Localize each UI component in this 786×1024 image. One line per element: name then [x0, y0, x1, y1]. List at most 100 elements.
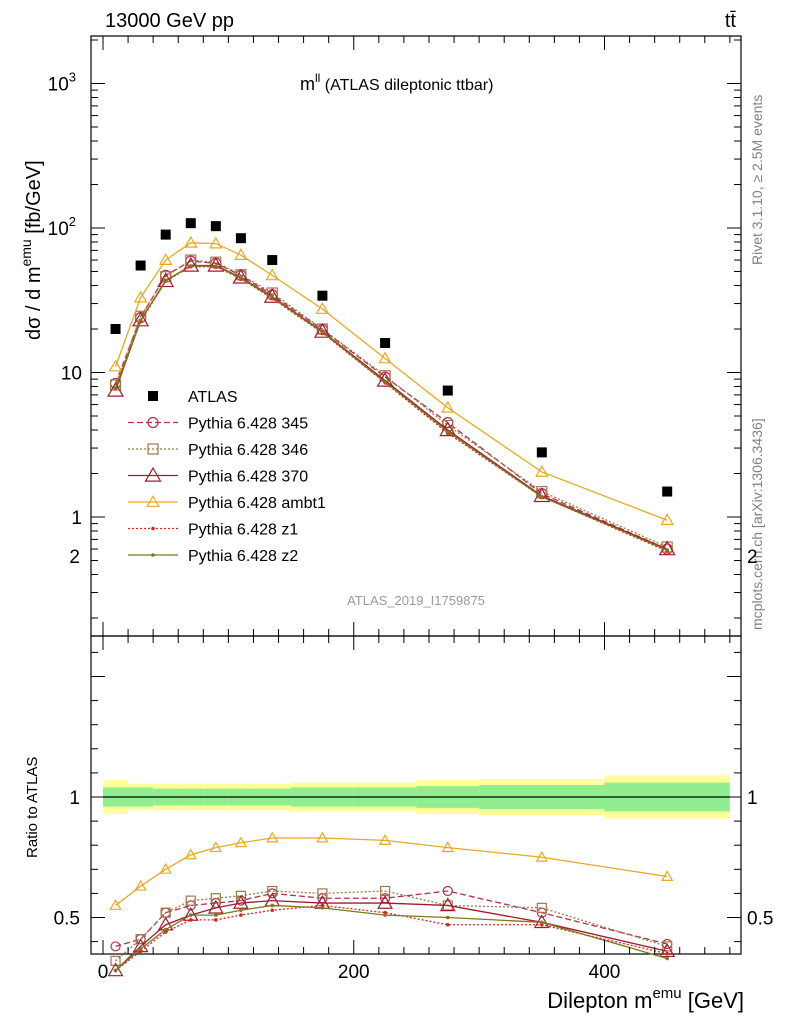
ratio-series-point: [383, 913, 387, 917]
plot-frames: [90, 35, 742, 955]
legend-marker: [147, 416, 159, 429]
main-series-point: [207, 256, 225, 272]
main-series-point: [234, 248, 248, 260]
ratio-series-point: [377, 894, 394, 909]
data-point: [210, 221, 221, 232]
main-series-line: [114, 242, 668, 521]
ratio-series-point: [159, 862, 172, 874]
legend: ATLAS Pythia 6.428 345 Pythia 6.428 346 Pyt…: [128, 389, 326, 565]
legend-label: Pythia 6.428 ambt1: [188, 495, 326, 512]
ratio-series-point: [134, 879, 147, 891]
legend-marker: [151, 526, 155, 531]
ratio-frame: [90, 635, 742, 955]
ratio-series-point: [163, 927, 168, 932]
ratio-series-point: [270, 903, 275, 908]
main-series-point: [182, 256, 200, 272]
ratio-series-point: [316, 831, 329, 843]
main-series-line: [114, 259, 668, 548]
main-series-point: [138, 318, 143, 323]
ratio-series-line: [115, 904, 668, 972]
ratio-series-point: [270, 908, 275, 913]
y-main-tick-label: 102: [48, 214, 76, 240]
data-point: [135, 260, 146, 271]
ratio-series-point: [214, 918, 218, 922]
main-series-line: [114, 265, 668, 551]
ratio-series-point: [188, 918, 193, 922]
main-series-point: [270, 295, 275, 300]
y-axis-label-ratio: Ratio to ATLAS: [24, 757, 41, 858]
main-series-point: [265, 268, 280, 281]
legend-label: Pythia 6.428 z2: [188, 548, 298, 565]
ratio-series-point: [210, 893, 221, 904]
ratio-series-point: [378, 833, 392, 845]
ratio-series-point: [185, 895, 196, 906]
main-series-point: [132, 311, 150, 327]
y-ratio-tick-label-right: 2: [747, 547, 758, 568]
ratio-series-point: [239, 913, 243, 917]
legend-label: Pythia 6.428 370: [188, 469, 308, 486]
rivet-label: Rivet 3.1.10, ≥ 2.5M events: [749, 95, 765, 265]
y-ratio-tick-label-right: 0.5: [747, 909, 773, 930]
ratio-series-line: [115, 837, 668, 906]
legend-marker: [147, 443, 159, 455]
ratio-series-point: [317, 888, 328, 899]
ratio-series-point: [214, 913, 218, 917]
x-tick-label: 0: [98, 962, 109, 983]
y-axis-label-main: dσ / d memu [fb/GeV]: [18, 160, 45, 340]
ratio-series-point: [267, 885, 278, 897]
source-label: mcplots.cern.ch [arXiv:1306.3436]: [749, 418, 765, 630]
ratio-series-point: [184, 848, 197, 860]
main-series-point: [315, 302, 330, 314]
data-point: [160, 229, 171, 240]
main-series-point: [183, 235, 198, 248]
data-point: [317, 290, 328, 301]
main-series-point: [378, 351, 392, 364]
ratio-series-point: [659, 943, 676, 958]
legend-label: Pythia 6.428 345: [188, 416, 308, 433]
ratio-series-point: [445, 915, 450, 920]
main-title: mll (ATLAS dileptonic ttbar): [300, 71, 493, 94]
main-series-point: [113, 386, 118, 390]
legend-marker: [146, 495, 160, 507]
ratio-series-point: [445, 922, 450, 927]
y-ratio-tick-label-left: 1: [69, 788, 80, 809]
ratio-series-point: [660, 870, 674, 882]
ratio-series-point: [533, 914, 550, 929]
main-series-point: [445, 429, 450, 434]
ratio-series-point: [110, 941, 121, 952]
main-series-point: [209, 236, 223, 249]
ratio-series-point: [439, 897, 456, 912]
legend-marker: [144, 466, 162, 482]
ratio-series-point: [232, 894, 249, 909]
ratio-series-point: [442, 885, 453, 897]
main-series-point: [660, 513, 674, 526]
main-series-point: [107, 381, 125, 397]
ratio-series-point: [209, 841, 223, 853]
ratio-series-point: [107, 962, 124, 977]
data-point: [110, 324, 121, 335]
analysis-label: ATLAS_2019_I1759875: [347, 593, 485, 608]
ratio-series-point: [113, 968, 118, 973]
ratio-series-point: [109, 899, 122, 910]
data-point: [536, 447, 547, 458]
legend-label: Pythia 6.428 z1: [188, 522, 298, 539]
data-point: [235, 233, 246, 244]
ratio-series-point: [138, 947, 143, 951]
y-main-tick-label: 1: [71, 508, 82, 529]
legend-marker: [151, 553, 155, 557]
ratio-series-line: [115, 890, 668, 962]
process-label: tt̄: [725, 10, 737, 32]
main-series-layer: [107, 218, 676, 556]
ratio-series-point: [441, 841, 454, 853]
main-frame: [90, 35, 742, 637]
main-series-point: [163, 278, 168, 283]
main-series-point: [239, 276, 243, 280]
y-ratio-tick-label-right: 1: [747, 788, 758, 809]
main-series-point: [665, 548, 669, 552]
ratio-series-point: [188, 913, 193, 917]
y-main-tick-label: 10: [61, 364, 82, 385]
ratio-series-line: [115, 899, 668, 971]
ratio-series-point: [320, 906, 325, 910]
main-series-point: [108, 359, 123, 372]
